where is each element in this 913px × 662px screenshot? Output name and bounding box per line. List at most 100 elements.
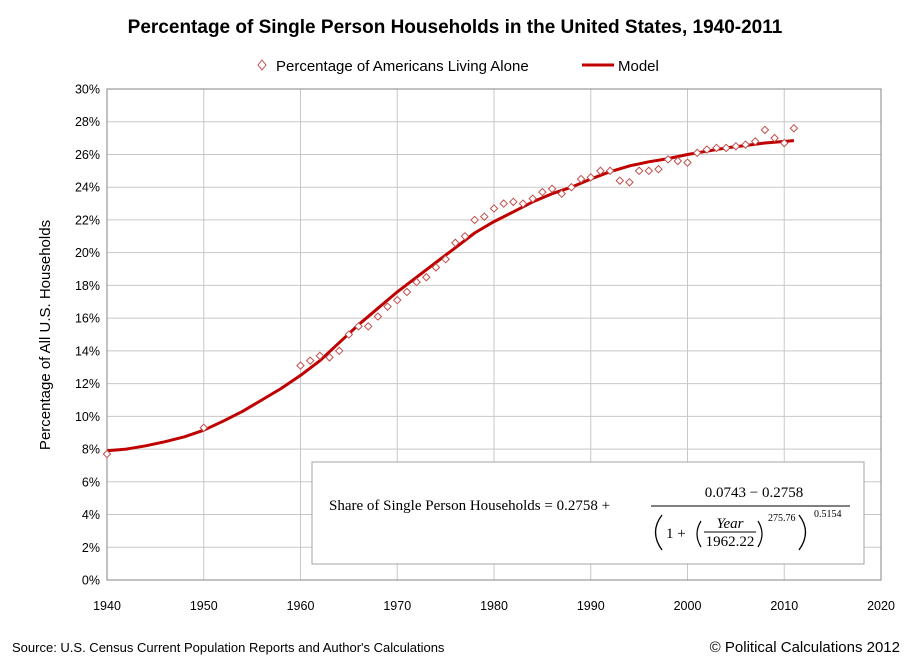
- y-tick-label: 30%: [75, 83, 100, 97]
- data-point: [634, 166, 644, 176]
- formula-lhs: Share of Single Person Households = 0.27…: [329, 498, 610, 514]
- data-point: [557, 189, 567, 199]
- data-point: [654, 164, 663, 174]
- data-point: [344, 330, 354, 339]
- data-point: [412, 277, 421, 287]
- data-point: [460, 231, 470, 241]
- y-tick-label: 14%: [75, 344, 100, 358]
- data-point: [779, 138, 789, 148]
- data-point: [731, 141, 741, 151]
- copyright-credit: © Political Calculations 2012: [710, 639, 900, 656]
- chart-title: Percentage of Single Person Households i…: [128, 17, 783, 38]
- data-point: [402, 287, 412, 297]
- data-point: [305, 356, 315, 365]
- data-point: [683, 158, 692, 167]
- x-tick-label: 1940: [93, 599, 121, 613]
- y-tick-label: 20%: [75, 246, 100, 260]
- data-point: [441, 254, 450, 264]
- data-point: [392, 295, 402, 305]
- data-point: [431, 263, 441, 272]
- data-point: [489, 204, 499, 213]
- x-tick-label: 2010: [770, 599, 798, 613]
- y-tick-labels: 0% 2% 4% 6% 8% 10% 12% 14% 16% 18% 20% 22% 24% 26% 28%…: [75, 83, 100, 588]
- x-tick-label: 1970: [383, 599, 411, 613]
- data-point: [605, 166, 615, 176]
- data-point: [692, 148, 702, 158]
- data-point: [789, 123, 799, 133]
- formula-denominator-value: 1962.22: [706, 534, 755, 550]
- data-point: [470, 215, 479, 225]
- y-tick-label: 2%: [82, 541, 100, 555]
- formula-close-paren: [798, 514, 807, 551]
- data-point: [712, 143, 721, 153]
- formula-box: Share of Single Person Households = 0.27…: [311, 461, 865, 565]
- data-point: [663, 155, 673, 164]
- x-tick-labels: 1940 1950 1960 1970 1980 1990 2000 2010 2020: [93, 599, 895, 613]
- data-point: [741, 140, 750, 149]
- formula-numerator: 0.0743 − 0.2758: [705, 485, 803, 501]
- y-tick-label: 16%: [75, 312, 100, 326]
- data-point: [509, 197, 518, 207]
- y-tick-label: 26%: [75, 148, 100, 162]
- data-point: [363, 322, 373, 331]
- data-point: [770, 133, 779, 143]
- legend: Percentage of Americans Living Alone Mod…: [257, 58, 659, 75]
- y-tick-label: 10%: [75, 410, 100, 424]
- data-point: [296, 361, 305, 370]
- y-tick-label: 6%: [82, 475, 100, 489]
- x-tick-label: 1960: [287, 599, 315, 613]
- data-point: [721, 143, 731, 153]
- formula-one-plus: 1 +: [666, 526, 686, 542]
- data-point: [702, 145, 712, 154]
- data-point: [199, 423, 209, 433]
- formula-box-frame: [311, 461, 865, 565]
- formula-exponent-outer: 0.5154: [814, 509, 842, 520]
- data-point: [315, 351, 325, 361]
- formula-inner-open-paren: [696, 520, 702, 548]
- data-point: [518, 199, 528, 208]
- y-tick-label: 18%: [75, 279, 100, 293]
- y-tick-label: 4%: [82, 508, 100, 522]
- y-tick-label: 28%: [75, 115, 100, 129]
- x-tick-label: 1980: [480, 599, 508, 613]
- formula-year: Year: [717, 516, 744, 532]
- x-tick-label: 2020: [867, 599, 895, 613]
- y-tick-label: 24%: [75, 181, 100, 195]
- data-point: [644, 166, 654, 176]
- y-tick-label: 0%: [82, 574, 100, 588]
- data-point: [499, 199, 508, 208]
- formula-open-paren: [654, 514, 663, 551]
- legend-label-model: Model: [618, 58, 659, 75]
- y-axis-label: Percentage of All U.S. Households: [37, 220, 54, 450]
- data-point: [576, 174, 586, 184]
- data-point: [547, 184, 557, 194]
- source-note: Source: U.S. Census Current Population R…: [12, 640, 445, 655]
- data-point: [673, 156, 683, 166]
- observed-series: [102, 123, 799, 459]
- data-point: [528, 194, 538, 203]
- data-point: [615, 176, 625, 185]
- legend-label-observed: Percentage of Americans Living Alone: [276, 58, 529, 75]
- legend-marker-diamond-icon: [257, 59, 267, 71]
- plot-area: [106, 88, 882, 581]
- y-tick-label: 8%: [82, 443, 100, 457]
- x-tick-label: 1950: [190, 599, 218, 613]
- data-point: [421, 272, 431, 282]
- data-point: [538, 187, 547, 197]
- data-point: [596, 166, 605, 176]
- data-point: [354, 322, 363, 331]
- data-point: [750, 137, 760, 146]
- y-tick-label: 22%: [75, 213, 100, 227]
- data-point: [586, 173, 596, 182]
- data-point: [480, 212, 489, 221]
- y-tick-label: 12%: [75, 377, 100, 391]
- x-tick-label: 1990: [577, 599, 605, 613]
- formula-exponent-inner: 275.76: [768, 513, 796, 524]
- data-point: [325, 353, 334, 362]
- data-point: [625, 177, 634, 187]
- data-point: [373, 312, 383, 321]
- data-point: [102, 449, 112, 459]
- data-point: [567, 182, 576, 192]
- data-point: [334, 346, 344, 356]
